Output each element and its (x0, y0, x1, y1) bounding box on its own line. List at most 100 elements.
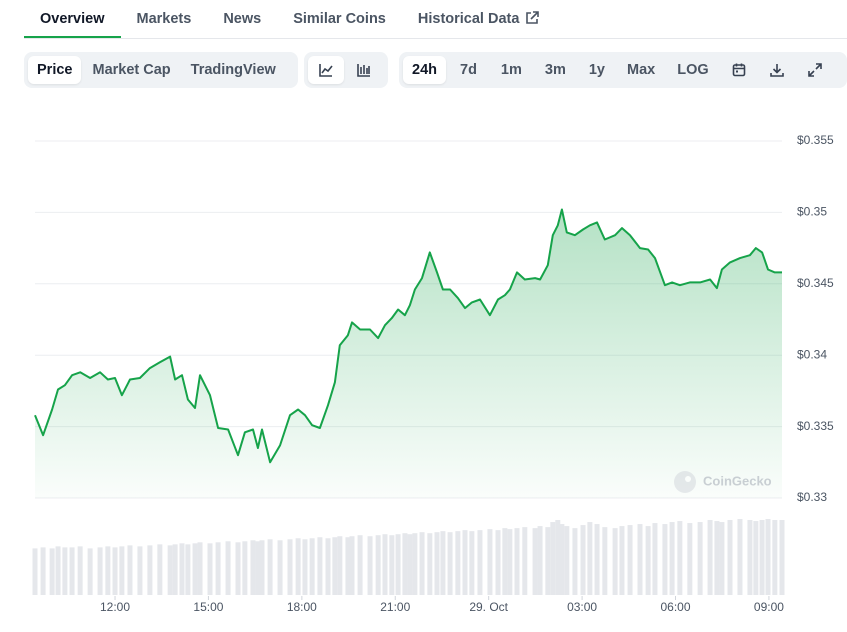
volume-bar (555, 520, 561, 595)
volume-bar (302, 539, 308, 595)
volume-bar (759, 520, 765, 595)
tab[interactable]: Similar Coins (293, 11, 386, 27)
volume-bar (127, 545, 133, 595)
volume-bar (77, 546, 83, 595)
y-tick-label: $0.355 (797, 133, 834, 147)
volume-bar (402, 533, 408, 595)
volume-bar (627, 525, 633, 595)
fullscreen-icon (807, 63, 822, 77)
range-button[interactable]: 3m (544, 62, 566, 78)
chart-type-button[interactable]: Price (28, 56, 82, 84)
volume-bar (587, 522, 593, 595)
download-icon (769, 64, 784, 77)
range-button[interactable]: LOG (677, 62, 709, 78)
volume-bar (337, 536, 343, 595)
range-button[interactable]: 7d (460, 62, 477, 78)
volume-bar (522, 527, 528, 595)
fullscreen-button[interactable] (797, 56, 833, 84)
watermark-text: CoinGecko (703, 473, 772, 488)
volume-bars (32, 519, 785, 595)
volume-bar (447, 532, 453, 595)
volume-bar (407, 534, 413, 595)
volume-bar (737, 519, 743, 595)
download-button[interactable] (759, 56, 795, 84)
volume-bar (677, 521, 683, 595)
tab[interactable]: Historical Data (402, 0, 556, 38)
volume-bar (389, 535, 395, 595)
calendar-button[interactable] (721, 56, 757, 84)
chart-type-button[interactable]: TradingView (190, 62, 276, 78)
volume-bar (309, 538, 315, 595)
volume-bar (572, 528, 578, 595)
volume-bar (69, 547, 75, 595)
volume-bar (225, 541, 231, 595)
volume-bar (49, 548, 55, 595)
volume-bar (235, 542, 241, 595)
y-tick-label: $0.34 (797, 347, 827, 361)
volume-bar (772, 520, 778, 595)
line-chart-icon (319, 64, 333, 77)
range-button[interactable]: 1y (588, 62, 605, 78)
watermark-logo-eye (685, 476, 691, 482)
volume-bar (87, 548, 93, 595)
volume-bar (434, 532, 440, 595)
volume-bar (179, 543, 185, 595)
volume-bar (662, 524, 668, 595)
volume-bar (147, 545, 153, 595)
volume-bar (382, 534, 388, 595)
volume-bar (427, 533, 433, 595)
volume-bar (487, 529, 493, 595)
volume-bar (564, 526, 570, 595)
volume-bar (345, 537, 351, 595)
tab[interactable]: Markets (136, 11, 192, 27)
chart-type-button[interactable]: Market Cap (92, 62, 171, 78)
volume-bar (765, 519, 771, 595)
volume-bar (419, 532, 425, 595)
tab[interactable]: Overview (24, 0, 121, 38)
candle-chart-icon (357, 64, 370, 77)
volume-bar (112, 547, 118, 595)
volume-bar (779, 520, 785, 595)
line-chart-button[interactable] (308, 56, 344, 84)
range-button[interactable]: 24h (403, 56, 446, 84)
calendar-icon (732, 63, 745, 77)
volume-bar (469, 531, 475, 595)
range-button[interactable]: Max (627, 62, 656, 78)
price-line (34, 208, 782, 464)
x-tick-label: 29. Oct (469, 600, 508, 614)
volume-bar (747, 520, 753, 595)
x-tick-label: 21:00 (380, 600, 410, 614)
range-button[interactable]: 1m (500, 62, 522, 78)
volume-bar (462, 530, 468, 595)
tab[interactable]: News (223, 11, 262, 27)
volume-bar (185, 544, 191, 595)
volume-bar (215, 542, 221, 595)
watermark: CoinGecko (674, 471, 772, 493)
volume-bar (375, 535, 381, 595)
volume-bar (157, 544, 163, 595)
y-tick-label: $0.335 (797, 419, 834, 433)
volume-bar (719, 522, 725, 595)
volume-bar (40, 547, 46, 595)
volume-bar (395, 534, 401, 595)
tab-label: Historical Data (417, 11, 520, 27)
volume-bar (242, 541, 248, 595)
volume-bar (502, 528, 508, 595)
volume-bar (105, 546, 111, 595)
volume-bar (267, 539, 273, 595)
external-link-icon (526, 11, 540, 24)
x-tick-label: 09:00 (754, 600, 784, 614)
chart-style-group (304, 52, 388, 88)
volume-bar (325, 538, 331, 595)
volume-bar (645, 526, 651, 595)
volume-bar (317, 537, 323, 595)
y-tick-label: $0.33 (797, 490, 827, 504)
volume-bar (537, 526, 543, 595)
plot (34, 208, 782, 498)
candle-chart-button[interactable] (346, 56, 382, 84)
volume-bar (495, 530, 501, 595)
volume-bar (357, 535, 363, 595)
volume-bar (277, 540, 283, 595)
volume-bar (753, 521, 759, 595)
